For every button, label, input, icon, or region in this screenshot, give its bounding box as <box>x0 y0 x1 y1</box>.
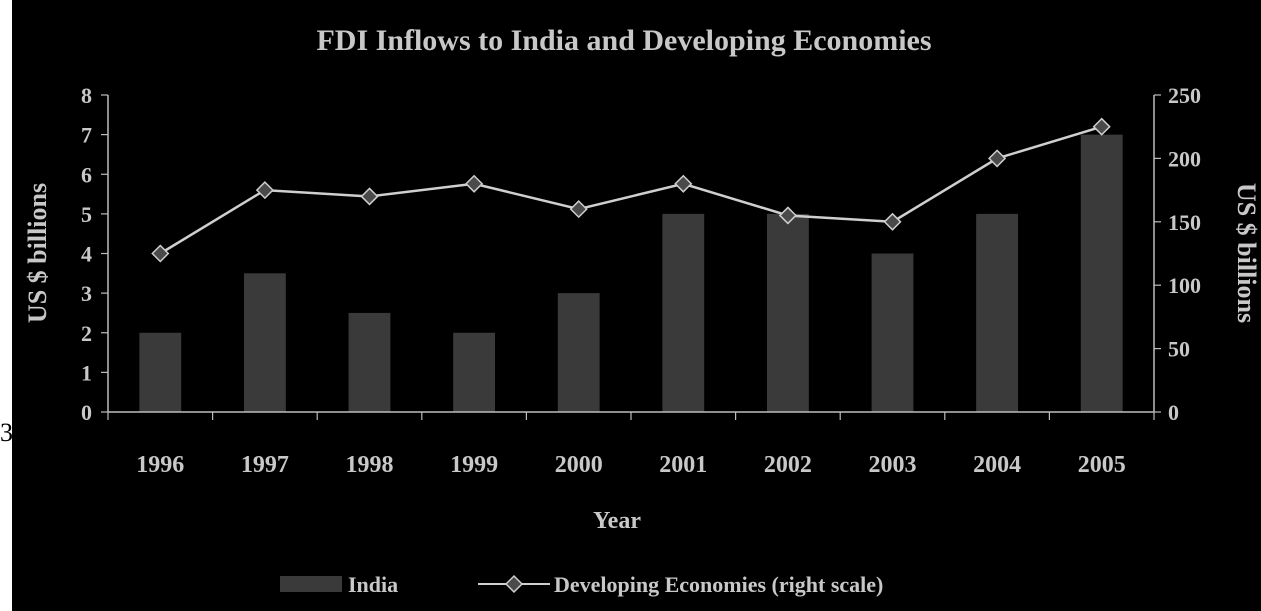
legend-label-developing: Developing Economies (right scale) <box>554 572 883 597</box>
y-tick-label-right: 50 <box>1168 337 1190 362</box>
bar-india-2000 <box>557 293 600 412</box>
point-developing-2001 <box>674 174 693 193</box>
stray-digit: 3 <box>0 418 13 447</box>
x-tick-label-2005: 2005 <box>1078 452 1126 478</box>
y-tick-label-right: 150 <box>1168 210 1201 235</box>
y-axis-label-left: US $ billions <box>23 183 52 323</box>
legend: India Developing Economies (right scale) <box>280 572 883 597</box>
line-developing-economies <box>159 125 1103 255</box>
legend-swatch-india <box>280 576 342 592</box>
bar-india-2002 <box>766 213 809 412</box>
x-tick-label-2001: 2001 <box>659 452 707 478</box>
bar-india-1997 <box>243 273 286 412</box>
point-developing-2002 <box>778 206 797 225</box>
point-developing-2004 <box>988 149 1007 168</box>
bar-india-1999 <box>453 332 496 412</box>
point-developing-1996 <box>151 244 170 263</box>
y-tick-label-left: 0 <box>81 400 92 425</box>
x-tick-label-1996: 1996 <box>136 452 184 478</box>
y-tick-label-left: 1 <box>81 360 92 385</box>
y-tick-label-left: 8 <box>81 83 92 108</box>
y-tick-label-right: 0 <box>1168 400 1179 425</box>
fdi-chart: FDI Inflows to India and Developing Econ… <box>23 24 1261 597</box>
bar-india-1996 <box>139 332 182 412</box>
y-tick-label-left: 7 <box>81 123 92 148</box>
x-tick-label-1999: 1999 <box>450 452 498 478</box>
point-developing-2005 <box>1092 117 1111 136</box>
x-tick-label-2004: 2004 <box>973 452 1021 478</box>
bar-india-2001 <box>662 213 705 412</box>
y-tick-label-left: 4 <box>81 242 92 267</box>
point-developing-1998 <box>360 187 379 206</box>
x-tick-label-2003: 2003 <box>869 452 917 478</box>
legend-label-india: India <box>348 572 398 597</box>
point-developing-2000 <box>569 200 588 219</box>
point-developing-1997 <box>255 181 274 200</box>
point-developing-1999 <box>465 174 484 193</box>
x-tick-label-1997: 1997 <box>241 452 289 478</box>
x-tick-label-2002: 2002 <box>764 452 812 478</box>
y-tick-label-left: 2 <box>81 321 92 346</box>
y-tick-label-left: 3 <box>81 281 92 306</box>
bar-india-1998 <box>348 312 391 412</box>
bar-india-2004 <box>976 213 1019 412</box>
y-tick-label-right: 250 <box>1168 83 1201 108</box>
y-tick-label-right: 200 <box>1168 146 1201 171</box>
chart-title: FDI Inflows to India and Developing Econ… <box>316 24 931 57</box>
y-tick-label-right: 100 <box>1168 273 1201 298</box>
bar-india-2003 <box>871 253 914 412</box>
x-axis-label: Year <box>593 508 641 534</box>
y-tick-label-left: 6 <box>81 162 92 187</box>
y-tick-label-left: 5 <box>81 202 92 227</box>
point-developing-2003 <box>883 212 902 231</box>
legend-swatch-marker <box>504 574 524 594</box>
chart-frame: FDI Inflows to India and Developing Econ… <box>12 0 1261 611</box>
y-axis-label-right: US $ billions <box>1232 183 1261 323</box>
x-tick-label-2000: 2000 <box>555 452 603 478</box>
bar-india-2005 <box>1080 134 1123 412</box>
x-tick-label-1998: 1998 <box>346 452 394 478</box>
